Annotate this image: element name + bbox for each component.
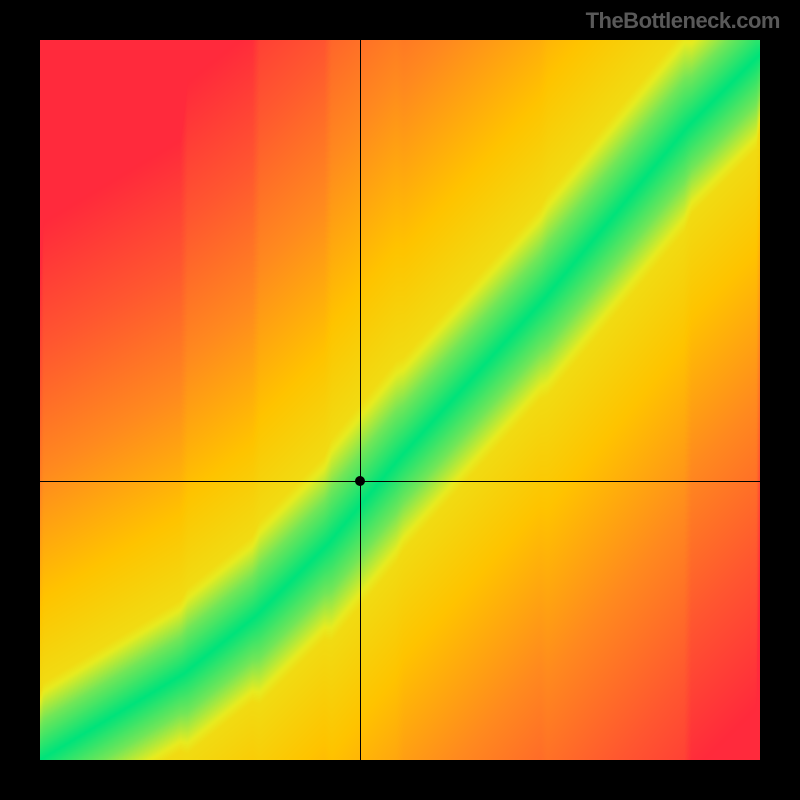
selected-point-marker[interactable] xyxy=(355,476,365,486)
crosshair-horizontal xyxy=(40,481,760,482)
plot-area xyxy=(40,40,760,760)
chart-container: TheBottleneck.com xyxy=(0,0,800,800)
watermark-text: TheBottleneck.com xyxy=(586,8,780,34)
bottleneck-heatmap xyxy=(40,40,760,760)
crosshair-vertical xyxy=(360,40,361,760)
